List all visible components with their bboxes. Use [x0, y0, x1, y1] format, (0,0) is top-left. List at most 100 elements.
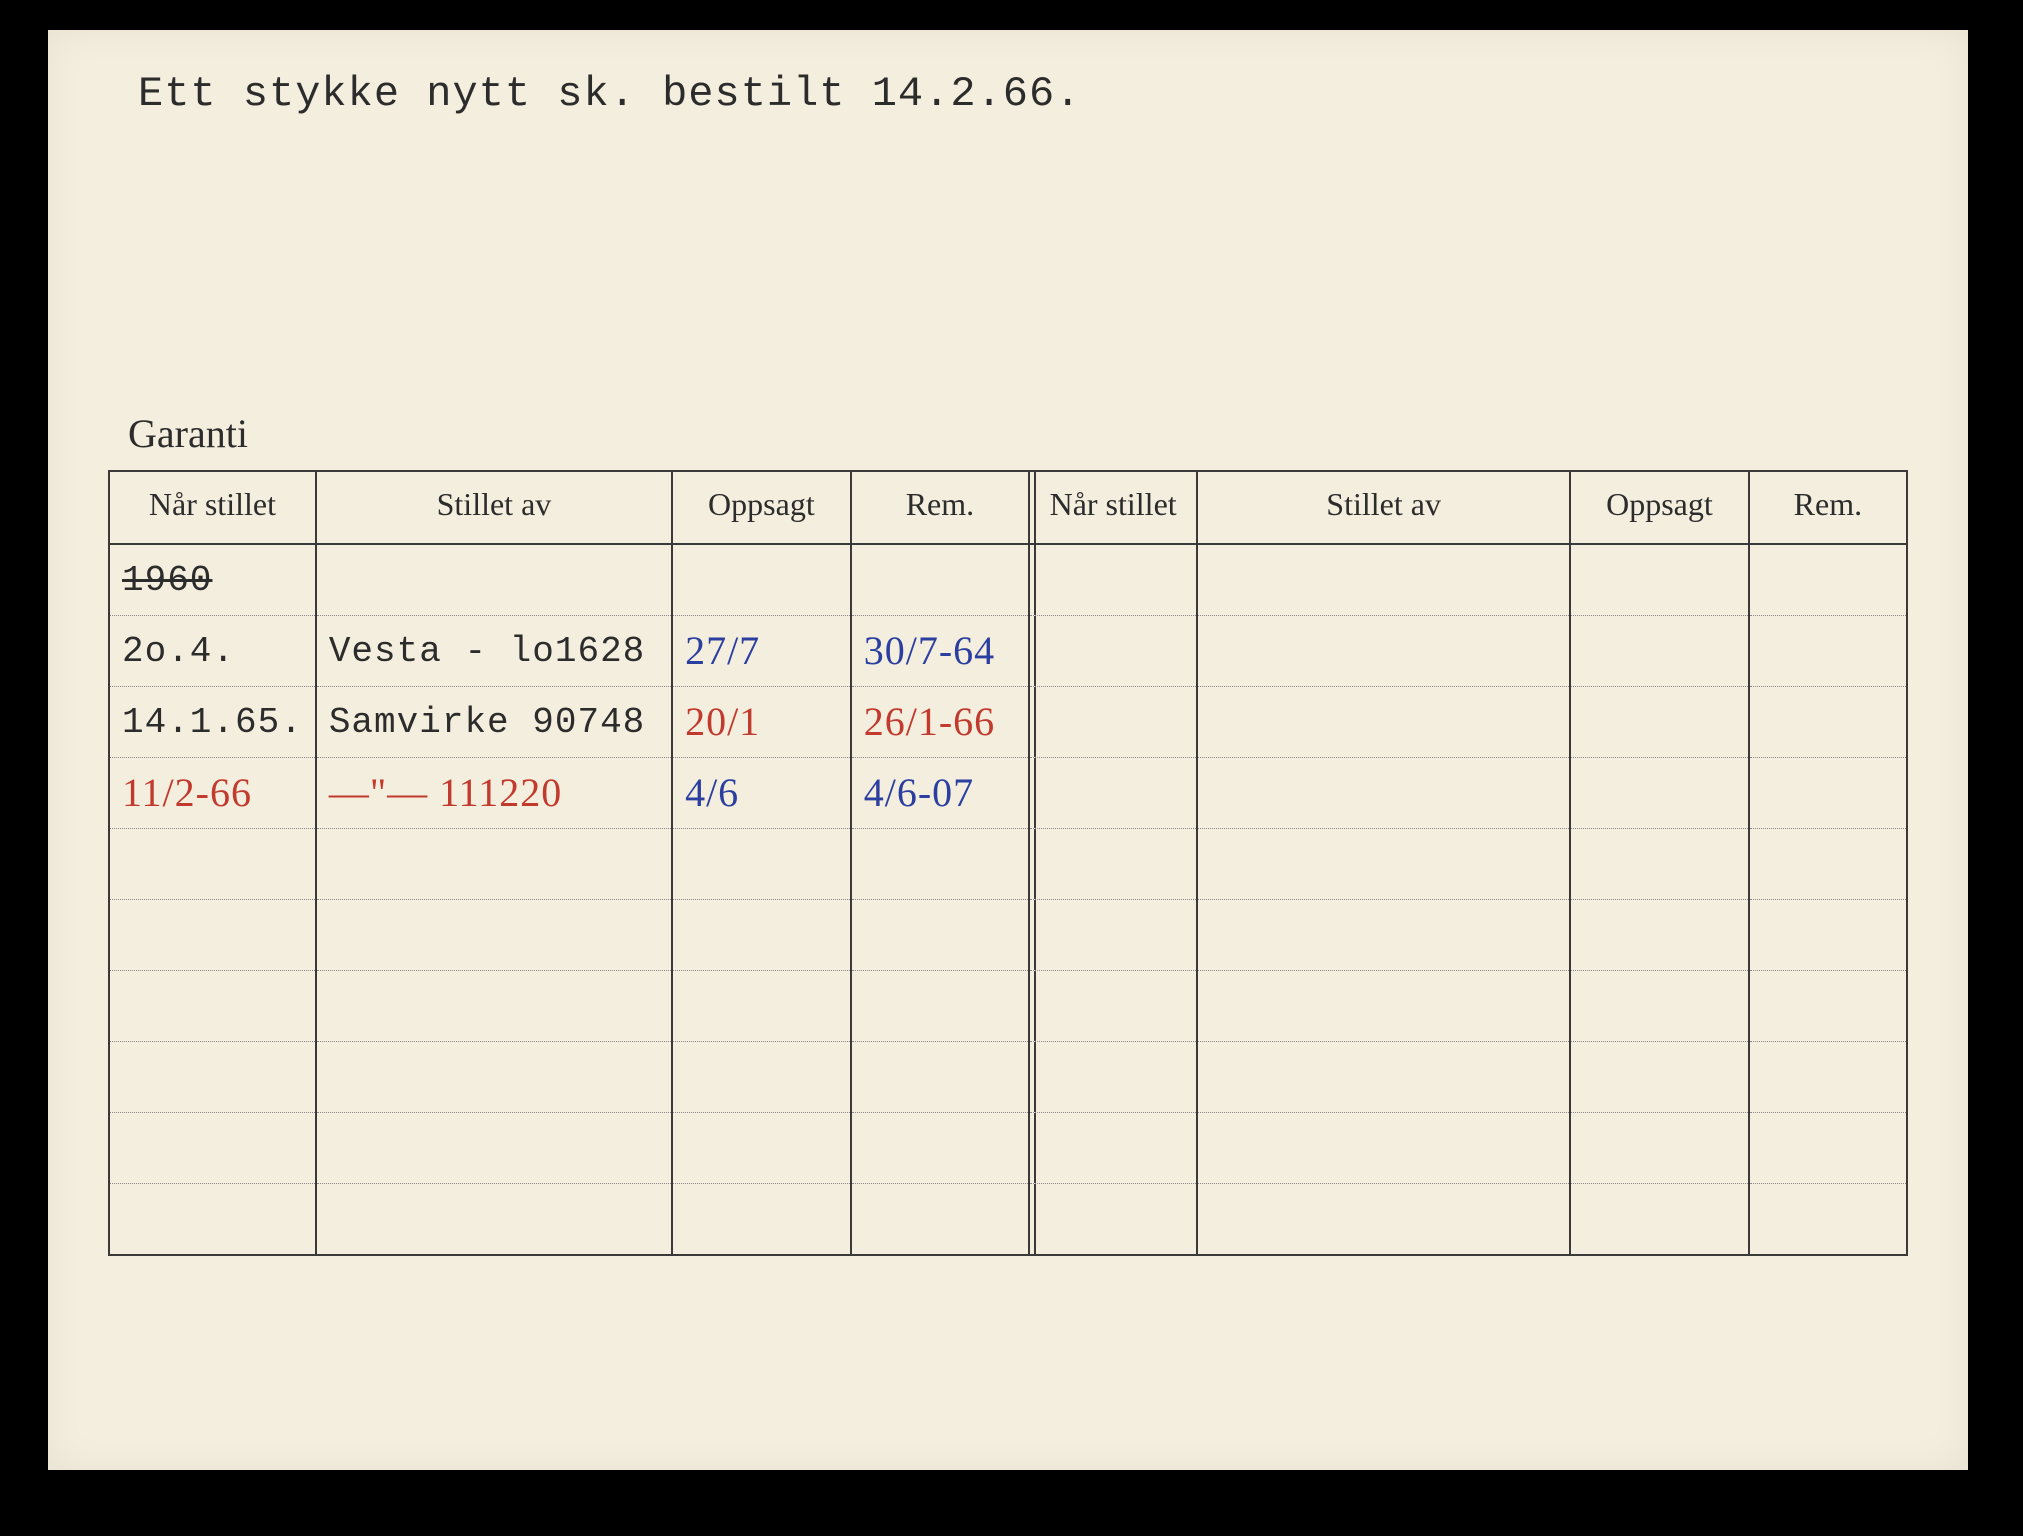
- cell-c6: [1197, 900, 1570, 971]
- top-note: Ett stykke nytt sk. bestilt 14.2.66.: [138, 70, 1081, 118]
- cell-c6: [1197, 829, 1570, 900]
- cell-c8: [1749, 829, 1907, 900]
- cell-c4: [851, 1113, 1029, 1184]
- cell-c4: [851, 1184, 1029, 1256]
- cell-c6: [1197, 1042, 1570, 1113]
- table-row: [109, 1042, 1907, 1113]
- table-row: 2o.4. Vesta - lo1628 27/7 30/7-64: [109, 616, 1907, 687]
- cell-text: 11/2-66: [122, 770, 252, 815]
- cell-c3: 4/6: [672, 758, 851, 829]
- cell-c8: [1749, 900, 1907, 971]
- cell-c5: [1029, 971, 1197, 1042]
- cell-text: 4/6: [685, 770, 739, 815]
- col-header: Oppsagt: [672, 471, 851, 544]
- cell-text: 4/6-07: [864, 770, 974, 815]
- cell-c8: [1749, 758, 1907, 829]
- cell-c3: 20/1: [672, 687, 851, 758]
- col-header: Stillet av: [1197, 471, 1570, 544]
- cell-c5: [1029, 687, 1197, 758]
- cell-c4: [851, 971, 1029, 1042]
- table-row: 11/2-66 —"— 111220 4/6 4/6-07: [109, 758, 1907, 829]
- table-row: [109, 971, 1907, 1042]
- cell-text: 1960: [122, 560, 212, 601]
- cell-c1: [109, 971, 316, 1042]
- table-header-row: Når stillet Stillet av Oppsagt Rem. Når …: [109, 471, 1907, 544]
- cell-c6: [1197, 544, 1570, 616]
- cell-c7: [1570, 900, 1749, 971]
- cell-c8: [1749, 971, 1907, 1042]
- cell-c2: [316, 1113, 672, 1184]
- cell-c4: [851, 544, 1029, 616]
- cell-c8: [1749, 544, 1907, 616]
- cell-c4: 26/1-66: [851, 687, 1029, 758]
- cell-c7: [1570, 971, 1749, 1042]
- cell-c6: [1197, 616, 1570, 687]
- cell-c2: —"— 111220: [316, 758, 672, 829]
- table-row: [109, 829, 1907, 900]
- cell-c6: [1197, 1113, 1570, 1184]
- table-body: 1960 2o.4. Vesta - lo1628 27/7 30/7-64 14.1.6…: [109, 544, 1907, 1255]
- cell-text: 27/7: [685, 628, 760, 673]
- cell-c4: [851, 829, 1029, 900]
- cell-text: Vesta - lo1628: [329, 631, 645, 672]
- cell-c8: [1749, 1113, 1907, 1184]
- garanti-table: Når stillet Stillet av Oppsagt Rem. Når …: [108, 470, 1908, 1256]
- col-header: Rem.: [1749, 471, 1907, 544]
- cell-c4: [851, 900, 1029, 971]
- cell-c1: 14.1.65.: [109, 687, 316, 758]
- cell-c5: [1029, 1113, 1197, 1184]
- cell-c1: 1960: [109, 544, 316, 616]
- section-label-garanti: Garanti: [128, 410, 248, 457]
- cell-c6: [1197, 758, 1570, 829]
- cell-c5: [1029, 616, 1197, 687]
- cell-c2: Vesta - lo1628: [316, 616, 672, 687]
- table-row: [109, 1184, 1907, 1256]
- cell-text: Samvirke 90748: [329, 702, 645, 743]
- cell-c8: [1749, 1184, 1907, 1256]
- cell-c5: [1029, 544, 1197, 616]
- index-card: Ett stykke nytt sk. bestilt 14.2.66. Gar…: [48, 30, 1968, 1470]
- cell-c5: [1029, 829, 1197, 900]
- cell-c6: [1197, 1184, 1570, 1256]
- cell-c1: 11/2-66: [109, 758, 316, 829]
- table-row: 1960: [109, 544, 1907, 616]
- col-header: Oppsagt: [1570, 471, 1749, 544]
- cell-c4: [851, 1042, 1029, 1113]
- cell-c7: [1570, 616, 1749, 687]
- cell-text: 20/1: [685, 699, 760, 744]
- cell-c7: [1570, 1042, 1749, 1113]
- cell-c1: [109, 1042, 316, 1113]
- cell-c3: [672, 900, 851, 971]
- cell-c6: [1197, 971, 1570, 1042]
- cell-c5: [1029, 1042, 1197, 1113]
- cell-c1: [109, 1184, 316, 1256]
- cell-c3: [672, 1184, 851, 1256]
- table-row: [109, 900, 1907, 971]
- cell-c7: [1570, 544, 1749, 616]
- cell-text: 14.1.65.: [122, 702, 303, 743]
- table-row: 14.1.65. Samvirke 90748 20/1 26/1-66: [109, 687, 1907, 758]
- cell-c8: [1749, 616, 1907, 687]
- cell-c7: [1570, 758, 1749, 829]
- cell-c3: [672, 971, 851, 1042]
- cell-c2: [316, 1042, 672, 1113]
- cell-c4: 4/6-07: [851, 758, 1029, 829]
- cell-c1: [109, 829, 316, 900]
- cell-c5: [1029, 758, 1197, 829]
- cell-c2: [316, 829, 672, 900]
- cell-c6: [1197, 687, 1570, 758]
- cell-c2: [316, 544, 672, 616]
- cell-text: 2o.4.: [122, 631, 235, 672]
- cell-c3: [672, 829, 851, 900]
- cell-c2: [316, 971, 672, 1042]
- cell-c2: [316, 1184, 672, 1256]
- cell-text: 30/7-64: [864, 628, 995, 673]
- cell-c3: [672, 1042, 851, 1113]
- col-header: Rem.: [851, 471, 1029, 544]
- col-header: Stillet av: [316, 471, 672, 544]
- cell-c2: [316, 900, 672, 971]
- cell-c1: [109, 900, 316, 971]
- cell-c7: [1570, 1113, 1749, 1184]
- cell-c1: [109, 1113, 316, 1184]
- cell-c5: [1029, 900, 1197, 971]
